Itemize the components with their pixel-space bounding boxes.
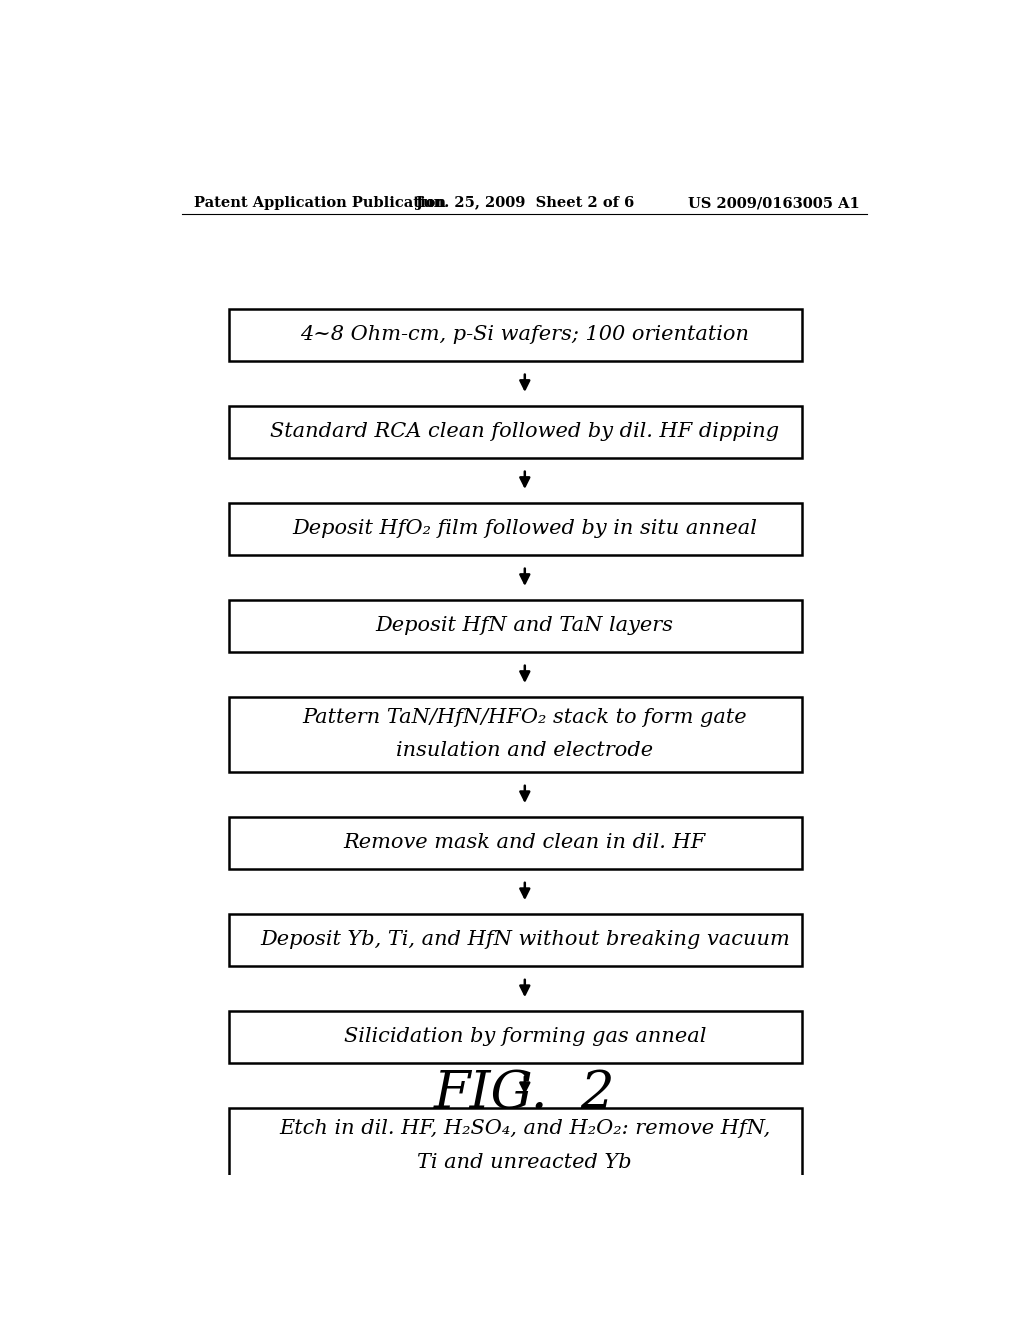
- Text: Deposit HfN and TaN layers: Deposit HfN and TaN layers: [376, 616, 674, 635]
- Text: Pattern TaN/HfN/HFO₂ stack to form gate: Pattern TaN/HfN/HFO₂ stack to form gate: [302, 709, 748, 727]
- Bar: [228, 697, 802, 772]
- Bar: [228, 1107, 802, 1183]
- Text: Remove mask and clean in dil. HF: Remove mask and clean in dil. HF: [344, 833, 706, 853]
- Text: FIG.  2: FIG. 2: [434, 1068, 615, 1119]
- Bar: [228, 599, 802, 652]
- Bar: [228, 503, 802, 554]
- Bar: [228, 1011, 802, 1063]
- Bar: [228, 405, 802, 458]
- Text: Standard RCA clean followed by dil. HF dipping: Standard RCA clean followed by dil. HF d…: [270, 422, 779, 441]
- Text: Deposit Yb, Ti, and HfN without breaking vacuum: Deposit Yb, Ti, and HfN without breaking…: [260, 931, 790, 949]
- Text: insulation and electrode: insulation and electrode: [396, 742, 653, 760]
- Text: Silicidation by forming gas anneal: Silicidation by forming gas anneal: [344, 1027, 706, 1047]
- Bar: [228, 817, 802, 869]
- Text: Jun. 25, 2009  Sheet 2 of 6: Jun. 25, 2009 Sheet 2 of 6: [416, 197, 634, 210]
- Text: Deposit HfO₂ film followed by in situ anneal: Deposit HfO₂ film followed by in situ an…: [293, 519, 757, 539]
- Bar: [228, 913, 802, 966]
- Bar: [228, 309, 802, 360]
- Text: 4~8 Ohm-cm, p-Si wafers; 100 orientation: 4~8 Ohm-cm, p-Si wafers; 100 orientation: [300, 325, 750, 345]
- Text: Etch in dil. HF, H₂SO₄, and H₂O₂: remove HfN,: Etch in dil. HF, H₂SO₄, and H₂O₂: remove…: [280, 1119, 770, 1138]
- Text: Patent Application Publication: Patent Application Publication: [194, 197, 445, 210]
- Text: Ti and unreacted Yb: Ti and unreacted Yb: [418, 1152, 632, 1172]
- Text: US 2009/0163005 A1: US 2009/0163005 A1: [688, 197, 859, 210]
